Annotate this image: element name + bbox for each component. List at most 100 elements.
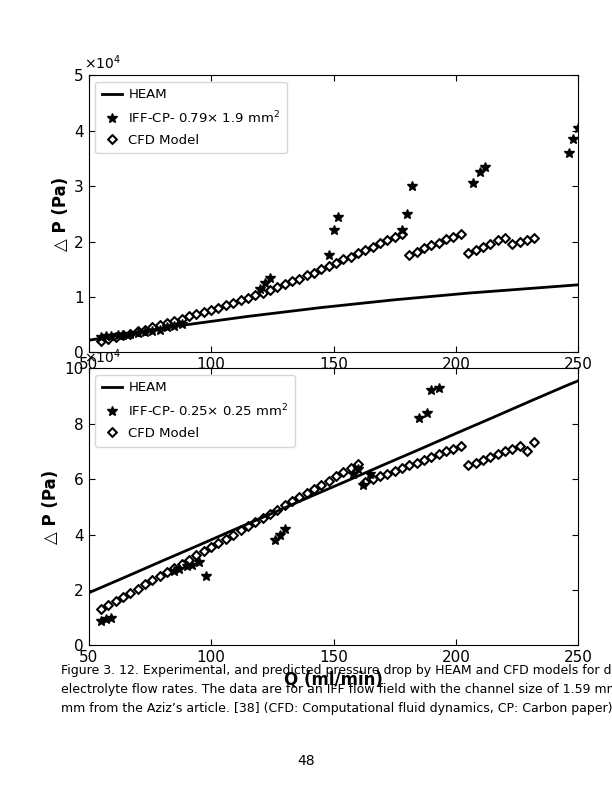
IFF-CP- 0.79× 1.9 mm$^2$ xyxy=(256,284,264,293)
CFD Model xyxy=(531,233,538,242)
CFD Model xyxy=(531,437,538,447)
IFF-CP- 0.79× 1.9 mm$^2$ xyxy=(178,319,185,329)
CFD Model xyxy=(244,521,252,531)
HEAM xyxy=(207,317,215,326)
IFF-CP- 0.25× 0.25 mm$^2$ xyxy=(276,530,283,539)
IFF-CP- 0.79× 1.9 mm$^2$ xyxy=(398,226,406,235)
CFD Model xyxy=(97,336,105,345)
Line: IFF-CP- 0.25× 0.25 mm$^2$: IFF-CP- 0.25× 0.25 mm$^2$ xyxy=(96,383,444,626)
HEAM xyxy=(183,320,190,329)
Legend: HEAM, IFF-CP- 0.79× 1.9 mm$^2$, CFD Model: HEAM, IFF-CP- 0.79× 1.9 mm$^2$, CFD Mode… xyxy=(95,82,287,154)
HEAM xyxy=(342,477,349,486)
Line: CFD Model: CFD Model xyxy=(96,437,539,615)
HEAM xyxy=(562,381,570,390)
IFF-CP- 0.79× 1.9 mm$^2$ xyxy=(107,331,114,341)
IFF-CP- 0.79× 1.9 mm$^2$ xyxy=(335,211,342,221)
IFF-CP- 0.25× 0.25 mm$^2$ xyxy=(183,562,190,571)
X-axis label: Q (ml/min): Q (ml/min) xyxy=(284,378,383,396)
HEAM xyxy=(489,413,496,422)
IFF-CP- 0.79× 1.9 mm$^2$ xyxy=(325,250,332,260)
IFF-CP- 0.25× 0.25 mm$^2$ xyxy=(428,386,435,395)
IFF-CP- 0.79× 1.9 mm$^2$ xyxy=(469,178,477,188)
IFF-CP- 0.25× 0.25 mm$^2$ xyxy=(203,572,210,581)
IFF-CP- 0.79× 1.9 mm$^2$ xyxy=(102,332,110,341)
HEAM xyxy=(195,540,203,550)
IFF-CP- 0.25× 0.25 mm$^2$ xyxy=(359,480,367,489)
IFF-CP- 0.79× 1.9 mm$^2$ xyxy=(171,321,178,330)
IFF-CP- 0.25× 0.25 mm$^2$ xyxy=(107,613,114,623)
IFF-CP- 0.79× 1.9 mm$^2$ xyxy=(565,148,572,158)
IFF-CP- 0.25× 0.25 mm$^2$ xyxy=(349,469,357,478)
HEAM xyxy=(391,295,398,304)
HEAM xyxy=(85,336,92,345)
HEAM xyxy=(575,280,582,290)
IFF-CP- 0.79× 1.9 mm$^2$ xyxy=(156,325,163,334)
IFF-CP- 0.25× 0.25 mm$^2$ xyxy=(354,465,362,474)
HEAM xyxy=(85,588,92,597)
CFD Model xyxy=(171,316,178,326)
IFF-CP- 0.25× 0.25 mm$^2$ xyxy=(271,535,278,545)
CFD Model xyxy=(237,295,244,305)
Line: HEAM: HEAM xyxy=(89,381,578,592)
IFF-CP- 0.79× 1.9 mm$^2$ xyxy=(134,328,141,337)
HEAM xyxy=(244,311,252,321)
IFF-CP- 0.79× 1.9 mm$^2$ xyxy=(408,181,416,191)
IFF-CP- 0.25× 0.25 mm$^2$ xyxy=(188,561,195,570)
HEAM xyxy=(281,307,288,317)
HEAM xyxy=(159,556,166,565)
IFF-CP- 0.79× 1.9 mm$^2$ xyxy=(127,329,134,339)
HEAM xyxy=(501,286,509,295)
Line: IFF-CP- 0.79× 1.9 mm$^2$: IFF-CP- 0.79× 1.9 mm$^2$ xyxy=(96,123,583,342)
IFF-CP- 0.79× 1.9 mm$^2$ xyxy=(570,134,577,143)
IFF-CP- 0.25× 0.25 mm$^2$ xyxy=(176,565,183,574)
HEAM xyxy=(305,493,313,502)
Text: $\times10^4$: $\times10^4$ xyxy=(84,347,121,366)
CFD Model xyxy=(244,293,252,303)
IFF-CP- 0.79× 1.9 mm$^2$ xyxy=(261,278,269,287)
IFF-CP- 0.79× 1.9 mm$^2$ xyxy=(477,167,484,177)
IFF-CP- 0.79× 1.9 mm$^2$ xyxy=(141,327,149,337)
IFF-CP- 0.79× 1.9 mm$^2$ xyxy=(330,226,337,235)
Text: 48: 48 xyxy=(297,754,315,768)
HEAM xyxy=(379,460,386,470)
IFF-CP- 0.79× 1.9 mm$^2$ xyxy=(266,272,274,282)
HEAM xyxy=(110,332,117,341)
IFF-CP- 0.79× 1.9 mm$^2$ xyxy=(97,332,105,341)
IFF-CP- 0.25× 0.25 mm$^2$ xyxy=(97,616,105,626)
Line: CFD Model: CFD Model xyxy=(96,229,539,345)
IFF-CP- 0.25× 0.25 mm$^2$ xyxy=(423,408,430,417)
IFF-CP- 0.79× 1.9 mm$^2$ xyxy=(482,162,489,171)
Legend: HEAM, IFF-CP- 0.25× 0.25 mm$^2$, CFD Model: HEAM, IFF-CP- 0.25× 0.25 mm$^2$, CFD Mod… xyxy=(95,375,295,447)
HEAM xyxy=(465,288,472,298)
CFD Model xyxy=(207,543,215,552)
HEAM xyxy=(159,324,166,333)
CFD Model xyxy=(398,229,406,238)
CFD Model xyxy=(171,563,178,573)
IFF-CP- 0.25× 0.25 mm$^2$ xyxy=(171,565,178,575)
IFF-CP- 0.25× 0.25 mm$^2$ xyxy=(195,558,203,567)
HEAM xyxy=(269,508,276,518)
IFF-CP- 0.79× 1.9 mm$^2$ xyxy=(149,326,156,336)
Text: $\times10^4$: $\times10^4$ xyxy=(84,54,121,73)
X-axis label: Q (ml/min): Q (ml/min) xyxy=(284,671,383,689)
Line: HEAM: HEAM xyxy=(89,285,578,341)
Text: Figure 3. 12. Experimental, and predicted pressure drop by HEAM and CFD models f: Figure 3. 12. Experimental, and predicte… xyxy=(61,664,612,676)
IFF-CP- 0.79× 1.9 mm$^2$ xyxy=(119,330,127,340)
CFD Model xyxy=(97,605,105,615)
Y-axis label: △ P (Pa): △ P (Pa) xyxy=(42,470,61,544)
IFF-CP- 0.25× 0.25 mm$^2$ xyxy=(281,524,288,534)
IFF-CP- 0.25× 0.25 mm$^2$ xyxy=(367,469,374,478)
HEAM xyxy=(538,283,545,292)
IFF-CP- 0.25× 0.25 mm$^2$ xyxy=(435,383,442,392)
HEAM xyxy=(122,573,129,582)
IFF-CP- 0.79× 1.9 mm$^2$ xyxy=(163,322,171,332)
CFD Model xyxy=(369,242,376,251)
HEAM xyxy=(575,376,582,386)
Text: electrolyte flow rates. The data are for an IFF flow field with the channel size: electrolyte flow rates. The data are for… xyxy=(61,683,612,695)
Text: mm from the Aziz’s article. [38] (CFD: Computational fluid dynamics, CP: Carbon : mm from the Aziz’s article. [38] (CFD: C… xyxy=(61,702,612,714)
IFF-CP- 0.79× 1.9 mm$^2$ xyxy=(114,330,122,340)
IFF-CP- 0.79× 1.9 mm$^2$ xyxy=(575,123,582,132)
IFF-CP- 0.25× 0.25 mm$^2$ xyxy=(102,615,110,624)
HEAM xyxy=(428,291,435,301)
HEAM xyxy=(354,299,362,308)
